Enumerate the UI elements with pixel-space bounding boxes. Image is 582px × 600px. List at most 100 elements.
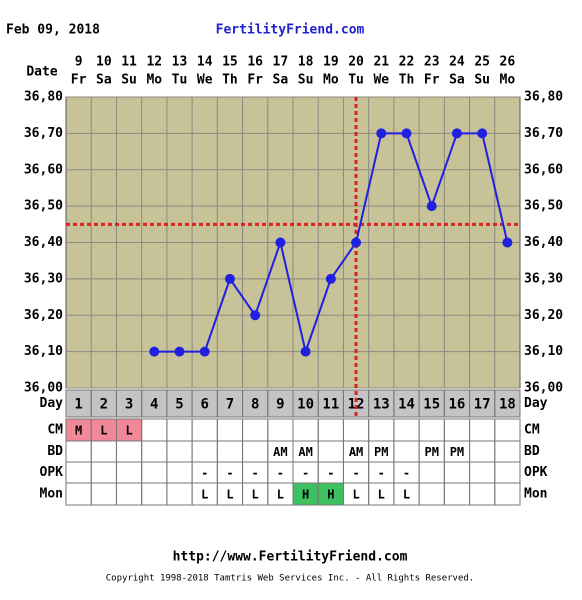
weekday-label: We [373,73,389,88]
temperature-point [250,310,261,321]
cell-text: 11 [322,397,339,413]
y-tick-label-right: 36,30 [524,271,563,286]
footer-url[interactable]: http://www.FertilityFriend.com [173,550,408,565]
temperature-point [401,128,412,139]
cell-text: 17 [474,397,491,413]
cell-text: 16 [449,397,466,413]
weekday-label: Tu [348,73,364,88]
cell [494,389,521,418]
y-tick-label: 36,30 [24,271,63,286]
row-label: Day [40,396,64,411]
y-tick-label: 36,20 [24,308,63,323]
date-label: 20 [348,55,364,70]
copyright: Copyright 1998-2018 Tamtris Web Services… [106,574,474,584]
cell-text: PM [424,445,438,459]
cell-text: 2 [100,397,108,413]
cell-text: 1 [74,397,82,413]
temperature-point [174,346,185,357]
weekday-label: Th [399,73,415,88]
weekday-label: Su [474,73,490,88]
date-label: 10 [96,55,112,70]
cell-text: AM [349,445,363,459]
cell-text: 13 [373,397,390,413]
date-label: 12 [146,55,162,70]
cell-text: - [252,466,259,480]
temperature-point [477,128,488,139]
weekday-label: Mo [323,73,339,88]
cell-text: - [352,466,359,480]
cell-text: H [327,488,334,502]
row-label-right: CM [524,423,540,438]
date-label: 16 [247,55,263,70]
date-label: 25 [474,55,490,70]
weekday-label: Fr [247,73,263,88]
y-tick-label-right: 36,60 [524,162,563,177]
cell-text: 14 [398,397,415,413]
y-tick-label: 36,60 [24,162,63,177]
cell-text: - [302,466,309,480]
date-label: 9 [75,55,83,70]
cell-text: - [201,466,208,480]
cell-text: H [302,488,309,502]
cell-text: 5 [175,397,183,413]
weekday-label: Mo [500,73,516,88]
row-label-right: BD [524,444,540,459]
temperature-point [224,273,235,284]
cell-text: 7 [226,397,234,413]
date-label: 14 [197,55,213,70]
y-tick-label: 36,70 [24,126,63,141]
cell-text: 18 [499,397,516,413]
y-tick-label-right: 36,40 [524,235,563,250]
row-label-right: Day [524,396,548,411]
temperature-point [275,237,286,248]
cell-text: L [226,488,233,502]
date-label: 17 [273,55,289,70]
y-tick-label-right: 36,10 [524,344,563,359]
temperature-point [451,128,462,139]
cell [494,482,521,506]
date-label: 18 [298,55,314,70]
row-label: Mon [40,487,63,502]
temperature-point [325,273,336,284]
weekday-label: Sa [273,73,289,88]
row-label-right: Mon [524,487,547,502]
date-label: 22 [399,55,415,70]
y-tick-label-right: 36,80 [524,90,563,105]
date-label: 19 [323,55,339,70]
cell-text: L [100,424,107,438]
x-axis-label: Date [26,65,57,80]
weekday-label: We [197,73,213,88]
cell-text: 3 [125,397,133,413]
cell-text: 8 [251,397,259,413]
y-tick-label: 36,40 [24,235,63,250]
date-label: 24 [449,55,465,70]
row-label: CM [47,423,63,438]
cell-text: - [226,466,233,480]
y-tick-label-right: 36,20 [524,308,563,323]
cell-text: 15 [423,397,440,413]
row-label: BD [47,444,63,459]
y-tick-label: 36,10 [24,344,63,359]
weekday-label: Su [121,73,137,88]
row-label-right: OPK [524,465,548,480]
weekday-label: Fr [71,73,87,88]
chart-date: Feb 09, 2018 [6,23,100,38]
date-label: 23 [424,55,440,70]
cell-text: - [277,466,284,480]
y-tick-label: 36,80 [24,90,63,105]
cell-text: AM [298,445,312,459]
site-name[interactable]: FertilityFriend.com [216,23,365,38]
cell-text: 4 [150,397,158,413]
cell-text: L [277,488,284,502]
date-label: 11 [121,55,137,70]
cell-text: L [252,488,259,502]
weekday-label: Sa [449,73,465,88]
cell-text: L [403,488,410,502]
weekday-label: Mo [146,73,162,88]
temperature-point [300,346,311,357]
cell-text: L [378,488,385,502]
temperature-point [426,201,437,212]
temperature-point [502,237,513,248]
cell-text: 6 [201,397,209,413]
y-tick-label-right: 36,70 [524,126,563,141]
